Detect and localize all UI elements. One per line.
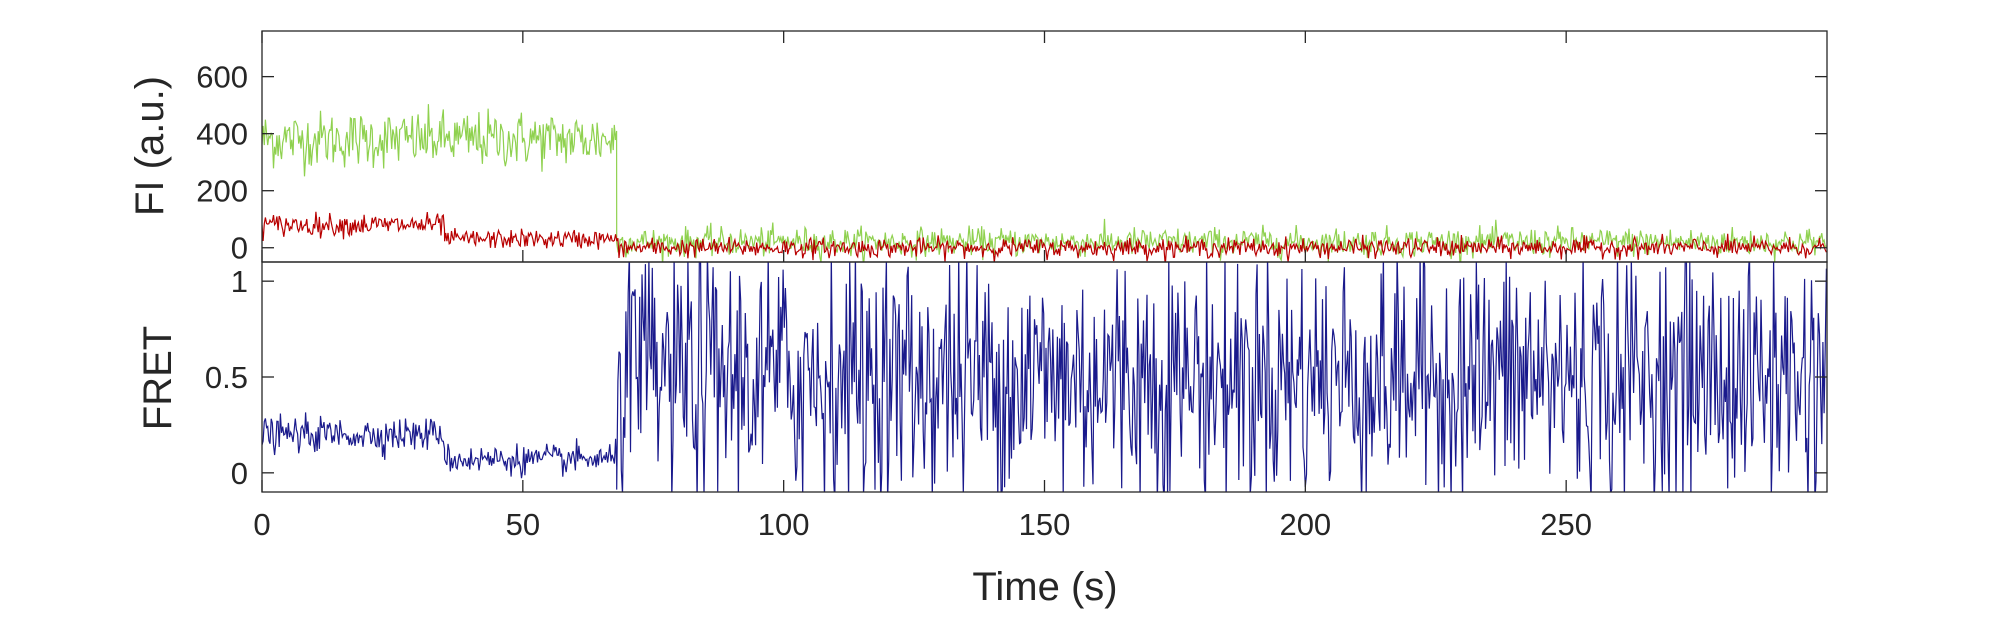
fluorescence-intensity-panel: 0 200 400 600 FI (a.u.): [128, 30, 1828, 266]
fluorescence-traces: [262, 104, 1827, 262]
x-axis-label: Time (s): [972, 565, 1117, 609]
x-tick-label: 150: [1019, 507, 1071, 542]
x-axis-ticks: 0 50 100 150 200 250: [253, 31, 1592, 542]
y-tick-label: 0: [231, 231, 248, 266]
y-tick-label: 600: [196, 60, 248, 95]
x-tick-label: 50: [506, 507, 540, 542]
fret-efficiency-panel: 00.51 0 50 100 150 200 250 FRET Time (s): [136, 31, 1828, 609]
x-tick-label: 200: [1279, 507, 1331, 542]
y-tick-label: 400: [196, 117, 248, 152]
top-y-axis-label: FI (a.u.): [128, 76, 172, 216]
y-tick-label: 200: [196, 174, 248, 209]
x-tick-label: 250: [1540, 507, 1592, 542]
y-tick-label: 0: [231, 456, 248, 491]
y-tick-label: 1: [231, 264, 248, 299]
top-y-ticks: 0 200 400 600: [196, 60, 1827, 266]
x-tick-label: 0: [253, 507, 270, 542]
fret-traces: [262, 262, 1827, 492]
x-tick-label: 100: [758, 507, 810, 542]
bottom-y-ticks: 00.51: [205, 264, 1827, 491]
bottom-y-axis-label: FRET: [136, 326, 180, 430]
y-tick-label: 0.5: [205, 360, 248, 395]
series-line-0-1: [262, 211, 1827, 262]
series-line-1-0: [262, 262, 1827, 492]
